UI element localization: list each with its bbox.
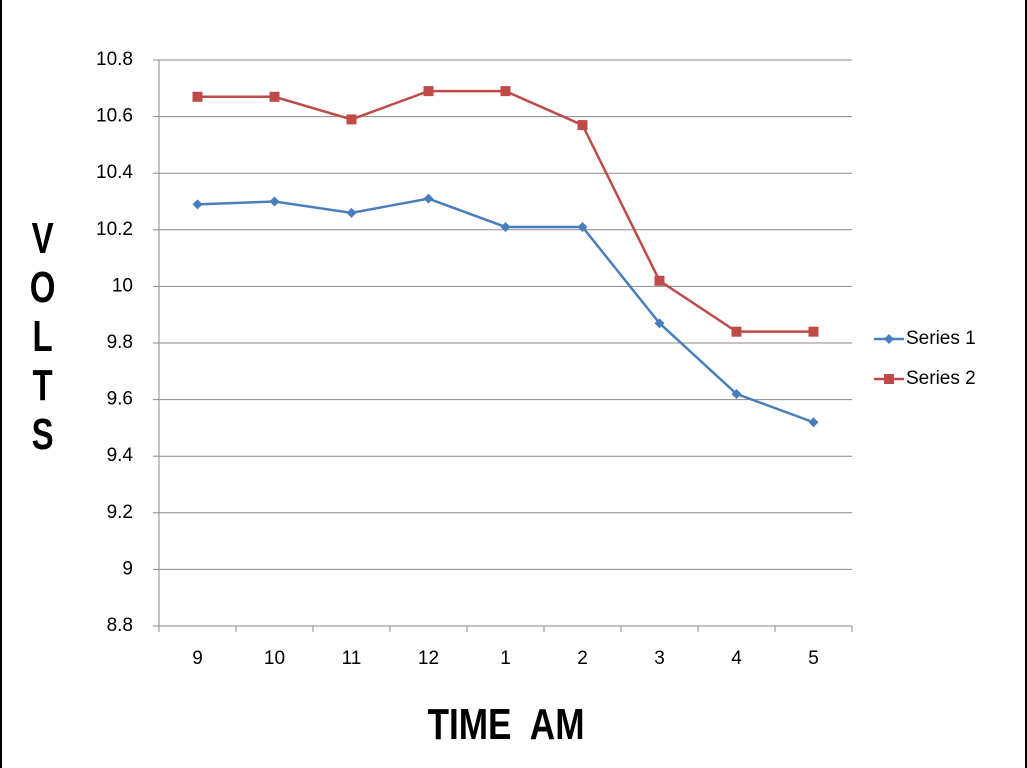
x-tick-label: 9 — [192, 648, 203, 669]
y-tick-label: 9.8 — [107, 332, 133, 353]
y-axis-label: VOLTS — [24, 214, 61, 459]
x-tick-label: 12 — [418, 648, 439, 669]
x-axis-label: TIME AM — [427, 700, 585, 749]
y-tick-label: 10 — [112, 275, 133, 296]
data-point — [654, 318, 665, 329]
data-point — [269, 196, 280, 207]
data-point — [269, 91, 280, 102]
data-point — [423, 86, 434, 97]
y-tick-label: 9.4 — [107, 445, 134, 466]
x-tick-label: 11 — [342, 648, 362, 669]
y-tick-label: 10.6 — [96, 106, 133, 127]
x-tick-label: 3 — [654, 648, 665, 669]
data-point — [731, 326, 742, 337]
x-tick-label: 1 — [500, 648, 511, 669]
data-point — [731, 388, 742, 399]
data-point — [423, 193, 434, 204]
data-point — [500, 86, 511, 97]
data-point — [577, 120, 588, 131]
x-tick-label: 5 — [808, 648, 819, 669]
x-tick-label: 4 — [731, 648, 742, 669]
data-point — [808, 417, 819, 428]
series-line — [197, 89, 814, 333]
x-tick-label: 10 — [264, 648, 285, 669]
data-point — [808, 326, 819, 337]
y-tick-label: 10.2 — [96, 219, 133, 240]
legend-marker — [884, 374, 894, 384]
y-tick-label: 10.8 — [96, 49, 133, 70]
y-tick-label: 9.6 — [107, 389, 133, 410]
legend-marker — [884, 334, 894, 344]
data-point — [577, 221, 588, 232]
y-tick-label: 9 — [122, 558, 133, 579]
data-point — [192, 199, 203, 210]
data-point — [192, 91, 203, 102]
data-point — [346, 114, 357, 125]
x-tick-label: 2 — [577, 648, 588, 669]
data-point — [500, 221, 511, 232]
y-tick-label: 9.2 — [107, 502, 133, 523]
data-point — [346, 207, 357, 218]
data-point — [654, 275, 665, 286]
y-tick-label: 8.8 — [107, 615, 133, 636]
series-line — [197, 197, 814, 424]
legend-label: Series 2 — [906, 368, 976, 389]
legend-label: Series 1 — [906, 328, 976, 349]
y-tick-label: 10.4 — [96, 162, 133, 183]
